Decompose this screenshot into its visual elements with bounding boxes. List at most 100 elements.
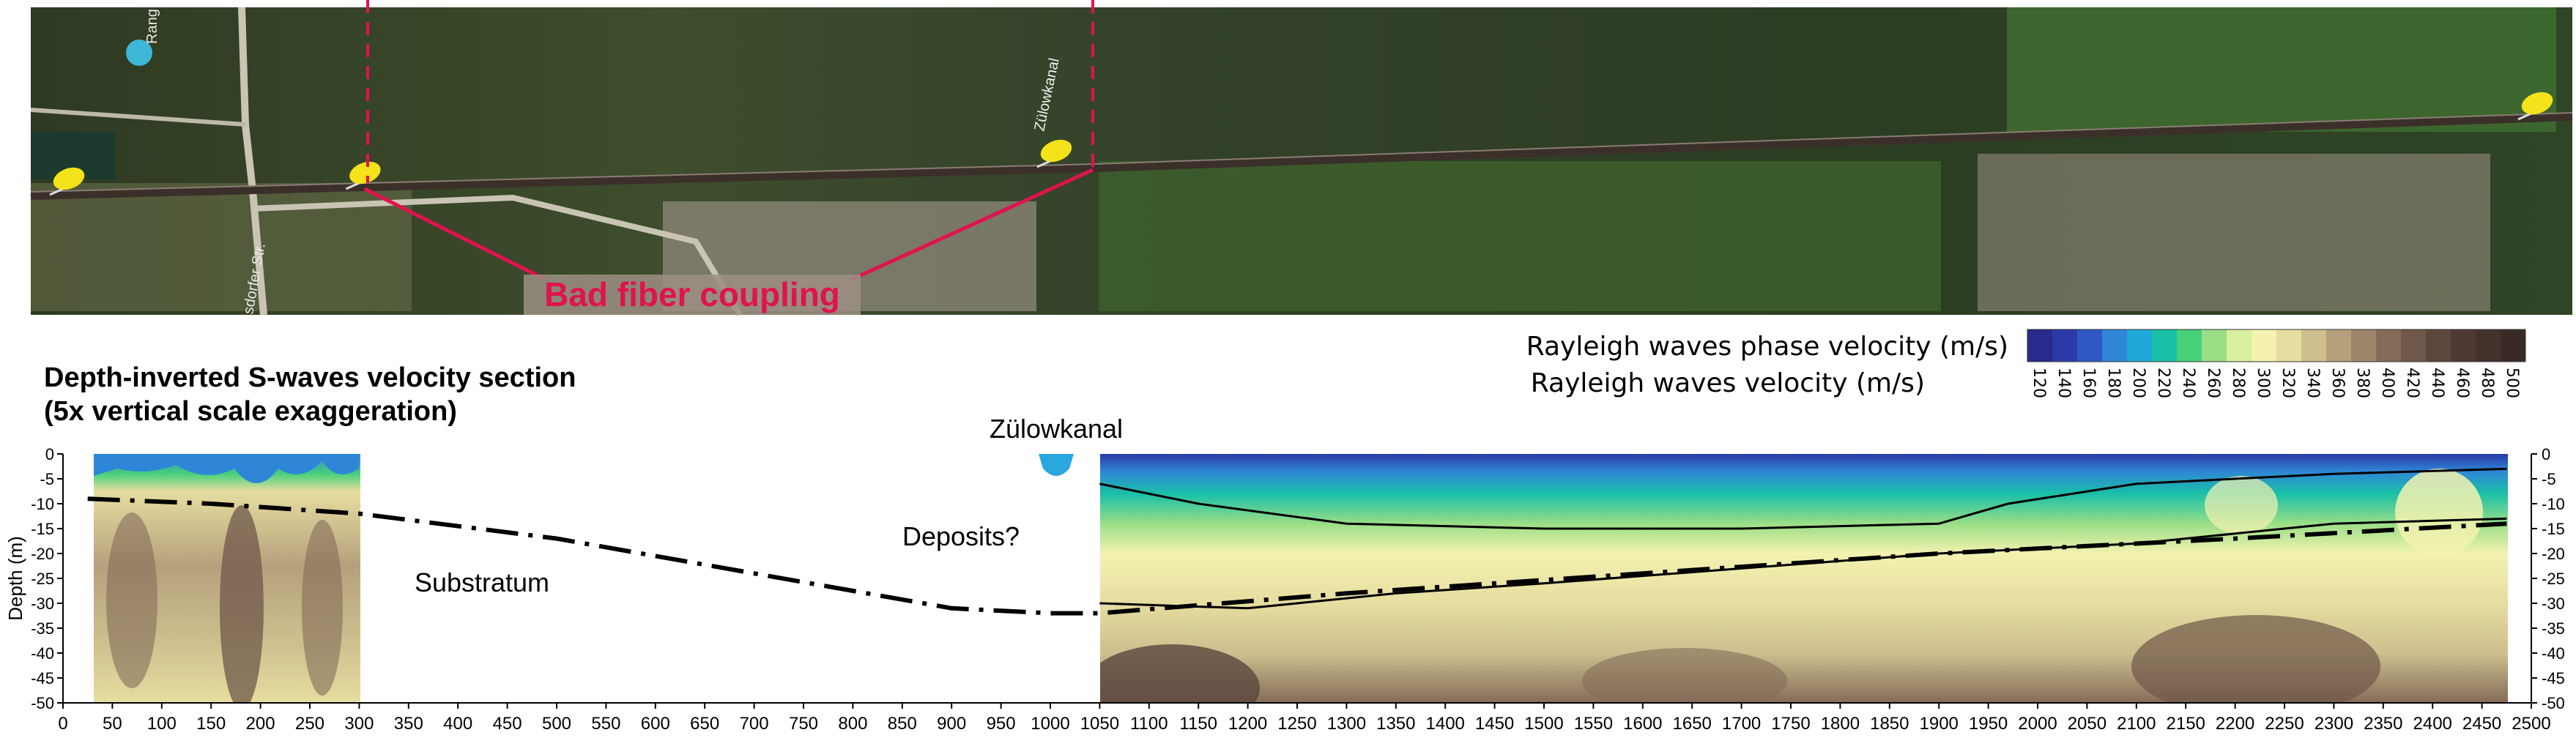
x-tick-label: 1300 <box>1327 714 1366 734</box>
x-tick-label: 1450 <box>1475 714 1514 734</box>
x-tick-label: 500 <box>542 714 571 734</box>
y-tick-label-right: -5 <box>2542 470 2556 488</box>
colorbar-swatch <box>2351 329 2377 362</box>
colorbar-tick-label: 480 <box>2478 368 2496 398</box>
x-tick-label: 2100 <box>2117 714 2156 734</box>
heatmap-right-dark-patch-3 <box>1582 648 1787 703</box>
colorbar-swatch <box>2501 329 2526 362</box>
y-tick-label-left: -15 <box>31 520 54 538</box>
x-tick-label: 2150 <box>2167 714 2205 734</box>
colorbar-frame <box>2027 329 2526 362</box>
map-pushpin-icon <box>1036 139 1072 168</box>
colorbar-swatch <box>2451 329 2476 362</box>
x-tick-label: 1000 <box>1031 714 1069 734</box>
colorbar-tick-label: 180 <box>2104 368 2123 398</box>
y-tick-label-left: -45 <box>31 669 54 687</box>
x-tick-label: 450 <box>493 714 522 734</box>
y-axis-label: Depth (m) <box>4 536 26 621</box>
heatmap-right-segment <box>1100 454 2508 703</box>
heatmap-left-segment <box>94 454 360 703</box>
y-tick-label-right: -45 <box>2542 669 2565 687</box>
colorbar-tick-label: 160 <box>2079 368 2098 398</box>
map-pool <box>126 40 152 66</box>
colorbar-tick-label: 300 <box>2254 368 2272 398</box>
y-tick-label-right: -40 <box>2542 644 2565 663</box>
y-tick-label-left: -5 <box>40 470 54 488</box>
y-tick-label-left: 0 <box>45 445 54 463</box>
x-tick-label: 1100 <box>1130 714 1168 734</box>
colorbar-swatch <box>2177 329 2202 362</box>
colorbar-tick-label: 500 <box>2503 368 2521 398</box>
map-railway-rail <box>30 112 2573 193</box>
x-tick-label: 1500 <box>1524 714 1563 734</box>
x-tick-label: 1700 <box>1722 714 1761 734</box>
velocity-contour-base <box>1099 517 2507 610</box>
x-tick-label: 1250 <box>1277 714 1316 734</box>
x-tick-label: 600 <box>641 714 670 734</box>
annotation-substratum: Substratum <box>415 567 549 597</box>
colorbar-tick-label: 340 <box>2304 368 2322 398</box>
x-tick-label: 50 <box>103 714 122 734</box>
y-tick-label-left: -50 <box>31 694 54 712</box>
colorbar-tick-label: 280 <box>2229 368 2247 398</box>
colorbar-tick-label: 320 <box>2279 368 2297 398</box>
x-tick-label: 2450 <box>2462 714 2501 734</box>
colorbar-swatch <box>2052 329 2078 362</box>
y-tick-label-right: -30 <box>2542 594 2565 613</box>
x-tick-label: 2300 <box>2315 714 2353 734</box>
canal-marker <box>1039 454 1074 476</box>
x-tick-label: 850 <box>888 714 917 734</box>
colorbar-swatch <box>2077 329 2103 362</box>
y-tick-label-right: -10 <box>2542 495 2565 513</box>
x-tick-label: 2000 <box>2018 714 2057 734</box>
chart-subtitle: (5x vertical scale exaggeration) <box>44 396 457 427</box>
x-tick-label: 250 <box>295 714 324 734</box>
x-tick-label: 300 <box>344 714 374 734</box>
chart-title: Depth-inverted S-waves velocity section <box>44 362 576 393</box>
heatmap-left-dark-column <box>220 505 264 703</box>
contour-lines <box>87 467 2507 616</box>
x-tick-label: 750 <box>789 714 818 734</box>
colorbar-swatch <box>2027 329 2053 362</box>
map-road <box>238 7 267 316</box>
colorbar-tick-label: 120 <box>2030 368 2048 398</box>
y-tick-label-left: -30 <box>31 594 54 613</box>
heatmap-left-dark-column-3 <box>302 520 343 696</box>
x-tick-label: 150 <box>196 714 226 734</box>
heatmap-right-dark-patch-1 <box>1100 644 1260 703</box>
y-tick-label-right: -20 <box>2542 545 2565 563</box>
colorbar-legend: Rayleigh waves phase velocity (m/s) Rayl… <box>1526 329 2526 398</box>
x-tick-label: 1950 <box>1969 714 2008 734</box>
bad-coupling-leader-left <box>363 187 547 282</box>
heatmap-right-yellow-patch-2 <box>2205 476 2278 534</box>
bad-coupling-leader-right <box>850 168 1094 282</box>
colorbar-tick-label: 200 <box>2129 368 2148 398</box>
legend-line-1: Rayleigh waves phase velocity (m/s) <box>1526 332 2008 362</box>
x-tick-label: 1900 <box>1920 714 1959 734</box>
x-tick-label: 1650 <box>1673 714 1712 734</box>
x-tick-label: 400 <box>443 714 472 734</box>
y-axis-right-ticks: 0 -5 -10 -15 -20 -25 -30 -35 -40 -45 -50 <box>2531 445 2565 712</box>
x-tick-label: 2250 <box>2265 714 2304 734</box>
x-tick-label: 2500 <box>2512 714 2550 734</box>
y-tick-label-right: -35 <box>2542 619 2565 638</box>
colorbar-swatch <box>2326 329 2352 362</box>
annotation-zulowkanal: Zülowkanal <box>990 414 1123 444</box>
colorbar-tick-label: 380 <box>2353 368 2372 398</box>
colorbar-tick-labels: 120 140 160 180 200 220 240 260 280 300 320 340 360 3… <box>2030 368 2521 398</box>
y-tick-label-right: 0 <box>2542 445 2550 463</box>
x-tick-label: 2400 <box>2413 714 2452 734</box>
annotation-deposits: Deposits? <box>902 521 1020 551</box>
map-railway <box>30 113 2573 200</box>
colorbar-swatches <box>2027 329 2526 362</box>
x-tick-label: 1800 <box>1821 714 1860 734</box>
map-pushpin-markers <box>49 92 2553 196</box>
map-field-bright <box>2007 7 2556 132</box>
y-axis-left-ticks: 0 -5 -10 -15 -20 -25 -30 -35 -40 -45 -50 <box>31 445 63 712</box>
colorbar-swatch <box>2127 329 2153 362</box>
colorbar-swatch <box>2227 329 2252 362</box>
x-tick-label: 1200 <box>1228 714 1267 734</box>
colorbar-tick-label: 220 <box>2154 368 2172 398</box>
section-plot: Zülowkanal Deposits? Substratum 0 -5 -10 -1… <box>4 414 2565 734</box>
